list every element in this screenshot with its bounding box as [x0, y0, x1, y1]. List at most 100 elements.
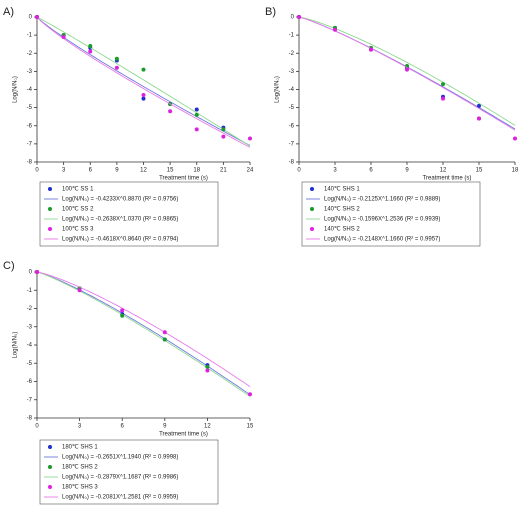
data-point	[141, 67, 146, 72]
x-tick-label: 9	[405, 168, 409, 174]
data-point	[194, 127, 199, 132]
data-point	[194, 107, 199, 112]
legend-marker	[310, 227, 314, 231]
y-axis-label: Log(N/N₀)	[13, 76, 19, 103]
y-tick-label: 0	[29, 15, 33, 21]
data-point	[405, 67, 409, 72]
data-point	[88, 49, 93, 54]
x-axis-label: Treatment time (s)	[159, 176, 208, 182]
legend-fit: Log(N/N₀) = -0.2148X^1.1660 (R² = 0.9957…	[324, 237, 440, 243]
fit-curve	[36, 16, 251, 148]
data-point	[441, 82, 445, 87]
legend-fit: Log(N/N₀) = -0.2638X^1.0370 (R² = 0.9865…	[62, 217, 178, 223]
data-point	[114, 56, 119, 61]
legend-box	[39, 181, 219, 247]
x-axis-label: Treatment time (s)	[159, 432, 208, 438]
x-tick-label: 21	[220, 168, 227, 174]
legend-fit: Log(N/N₀) = -0.2081X^1.2581 (R² = 0.9959…	[62, 495, 178, 501]
y-tick-label: -2	[27, 306, 33, 312]
legend-fit: Log(N/N₀) = -0.2651X^1.1940 (R² = 0.9998…	[62, 455, 178, 461]
legend-marker	[48, 465, 52, 469]
y-tick-label: -6	[27, 123, 33, 129]
data-point	[205, 368, 210, 373]
data-point	[441, 96, 445, 101]
fit-curve	[36, 271, 251, 397]
data-point	[162, 330, 167, 335]
x-tick-label: 6	[369, 168, 373, 174]
legend-marker	[310, 187, 314, 191]
legend-marker	[48, 187, 52, 191]
y-tick-label: -6	[27, 379, 33, 385]
y-tick-label: -4	[27, 343, 33, 349]
x-tick-label: 0	[297, 168, 301, 174]
legend-box	[39, 439, 219, 505]
y-tick-label: -1	[27, 288, 33, 294]
y-tick-label: -4	[27, 87, 33, 93]
legend-fit: Log(N/N₀) = -0.1596X^1.2536 (R² = 0.9939…	[324, 217, 440, 223]
legend-marker	[48, 207, 52, 211]
x-tick-label: 0	[35, 424, 39, 430]
x-tick-label: 9	[163, 424, 167, 430]
data-point	[114, 65, 119, 70]
fit-curve	[36, 16, 251, 146]
y-tick-label: -2	[27, 51, 33, 57]
data-point	[221, 127, 226, 132]
x-tick-label: 12	[204, 424, 211, 430]
legend-marker	[48, 227, 52, 231]
legend-fit: Log(N/N₀) = -0.4618X^0.8640 (R² = 0.9794…	[62, 237, 178, 243]
y-tick-label: -8	[289, 160, 295, 166]
legend-name: 100℃ SS 2	[62, 207, 94, 213]
data-point	[162, 337, 167, 342]
data-point	[477, 116, 481, 121]
panel-label: A)	[3, 6, 14, 18]
data-point	[477, 103, 481, 108]
legend-name: 180℃ SHS 3	[62, 485, 98, 491]
x-tick-label: 3	[333, 168, 337, 174]
legend-marker	[48, 485, 52, 489]
x-tick-label: 12	[440, 168, 447, 174]
fit-curve	[36, 271, 251, 396]
y-tick-label: -3	[27, 69, 33, 75]
y-tick-label: -2	[289, 51, 295, 57]
y-tick-label: -5	[289, 105, 295, 111]
legend-marker	[310, 207, 314, 211]
legend-name: 180℃ SHS 2	[62, 465, 98, 471]
legend-name: 100℃ SS 3	[62, 227, 94, 233]
data-point	[141, 92, 146, 97]
y-tick-label: -5	[27, 105, 33, 111]
legend-name: 180℃ SHS 1	[62, 445, 98, 451]
legend-name: 140℃ SHS 1	[324, 187, 360, 193]
data-point	[194, 112, 199, 117]
fit-curve	[36, 271, 251, 387]
x-tick-label: 3	[78, 424, 82, 430]
y-tick-label: -4	[289, 87, 295, 93]
x-tick-label: 24	[247, 168, 254, 174]
x-tick-label: 12	[140, 168, 147, 174]
data-point	[120, 313, 125, 318]
y-tick-label: -1	[289, 33, 295, 39]
x-tick-label: 6	[89, 168, 93, 174]
legend-fit: Log(N/N₀) = -0.2879X^1.1687 (R² = 0.9986…	[62, 475, 178, 481]
data-point	[248, 136, 252, 141]
legend-box	[301, 181, 481, 247]
y-tick-label: -7	[289, 141, 295, 147]
y-tick-label: -1	[27, 33, 33, 39]
data-point	[77, 288, 82, 293]
data-point	[248, 392, 252, 397]
y-tick-label: -8	[27, 416, 33, 422]
x-tick-label: 15	[167, 168, 174, 174]
y-axis-label: Log(N/N₀)	[275, 76, 281, 103]
x-tick-label: 3	[62, 168, 66, 174]
data-point	[205, 364, 210, 369]
data-point	[168, 109, 173, 114]
legend-marker	[48, 445, 52, 449]
x-tick-label: 15	[476, 168, 483, 174]
y-tick-label: -5	[27, 361, 33, 367]
data-point	[141, 96, 146, 101]
data-point	[369, 47, 373, 52]
panel-label: B)	[265, 6, 276, 18]
legend-fit: Log(N/N₀) = -0.2125X^1.1660 (R² = 0.9889…	[324, 197, 440, 203]
fit-curve	[36, 16, 251, 147]
legend-name: 140℃ SHS 2	[324, 227, 360, 233]
data-point	[88, 44, 93, 48]
